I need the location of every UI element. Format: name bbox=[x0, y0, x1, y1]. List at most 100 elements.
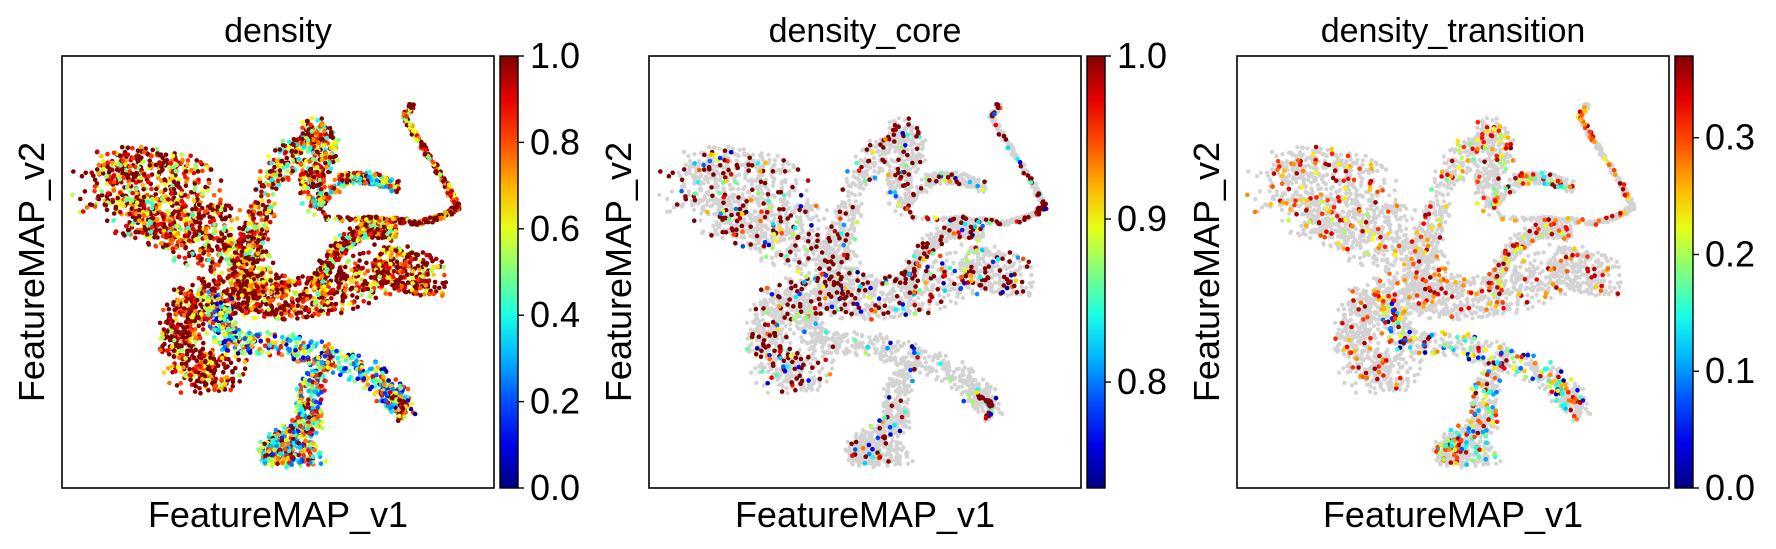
data-point bbox=[189, 167, 194, 173]
data-point bbox=[313, 131, 319, 136]
data-point bbox=[108, 180, 113, 185]
data-point bbox=[193, 384, 198, 389]
data-point bbox=[323, 160, 328, 166]
data-point bbox=[339, 247, 345, 252]
data-point bbox=[143, 228, 148, 233]
data-point bbox=[232, 250, 238, 255]
data-point bbox=[359, 364, 365, 370]
data-point bbox=[402, 414, 407, 420]
data-point bbox=[176, 212, 182, 218]
data-point bbox=[383, 398, 389, 404]
data-point bbox=[217, 200, 223, 206]
data-point bbox=[242, 336, 247, 342]
data-point bbox=[362, 286, 367, 292]
data-point bbox=[305, 401, 311, 407]
data-point bbox=[236, 301, 241, 307]
data-point bbox=[393, 228, 398, 234]
data-point bbox=[407, 122, 413, 127]
data-point bbox=[247, 330, 252, 336]
data-point bbox=[297, 434, 302, 440]
data-point bbox=[408, 105, 414, 110]
data-point bbox=[423, 147, 428, 153]
data-point bbox=[174, 197, 180, 203]
data-point bbox=[170, 246, 176, 251]
data-point bbox=[222, 307, 228, 312]
data-point bbox=[308, 122, 313, 128]
data-point bbox=[196, 202, 202, 208]
data-point bbox=[150, 147, 155, 153]
data-point bbox=[204, 164, 209, 170]
data-point bbox=[319, 273, 325, 279]
data-point bbox=[336, 280, 341, 286]
data-point bbox=[248, 204, 254, 209]
data-point bbox=[386, 266, 391, 271]
data-point bbox=[208, 267, 213, 273]
data-point bbox=[222, 382, 228, 387]
data-point bbox=[246, 221, 251, 226]
data-point bbox=[249, 271, 254, 277]
data-point bbox=[318, 461, 324, 467]
data-point bbox=[394, 189, 400, 195]
data-point bbox=[274, 294, 280, 299]
data-point bbox=[181, 365, 186, 370]
data-point bbox=[189, 190, 194, 195]
data-point bbox=[350, 293, 355, 298]
data-point bbox=[277, 172, 283, 178]
data-point bbox=[145, 152, 151, 157]
data-point bbox=[179, 152, 184, 158]
data-point bbox=[266, 199, 272, 204]
data-point bbox=[269, 452, 275, 458]
data-point bbox=[89, 202, 95, 208]
data-point bbox=[222, 344, 227, 350]
data-point bbox=[194, 158, 199, 163]
data-point bbox=[295, 303, 301, 309]
data-point bbox=[229, 241, 234, 246]
data-point bbox=[367, 386, 373, 392]
data-point bbox=[301, 381, 306, 386]
data-point bbox=[389, 409, 394, 415]
data-point bbox=[268, 278, 273, 283]
data-point bbox=[257, 346, 262, 352]
data-point bbox=[167, 312, 173, 318]
data-point bbox=[322, 354, 328, 359]
data-point bbox=[266, 307, 271, 312]
data-point bbox=[419, 274, 425, 279]
data-point bbox=[335, 355, 340, 361]
data-point bbox=[242, 274, 247, 280]
data-point bbox=[209, 248, 215, 253]
data-point bbox=[326, 263, 331, 268]
data-point bbox=[71, 169, 76, 174]
data-point bbox=[217, 340, 222, 345]
data-point bbox=[349, 267, 354, 273]
data-point bbox=[279, 280, 285, 285]
data-point bbox=[362, 271, 368, 276]
data-point bbox=[296, 156, 302, 162]
data-point bbox=[252, 290, 258, 296]
data-point bbox=[220, 325, 225, 330]
data-point bbox=[298, 162, 304, 167]
data-point bbox=[196, 211, 202, 217]
data-point bbox=[309, 339, 314, 344]
data-point bbox=[164, 157, 170, 163]
data-point bbox=[275, 283, 281, 288]
data-point bbox=[300, 131, 306, 136]
data-point bbox=[264, 174, 269, 179]
data-point bbox=[255, 265, 261, 271]
data-point bbox=[431, 291, 437, 297]
data-point bbox=[405, 386, 411, 392]
data-point bbox=[393, 390, 399, 396]
data-point bbox=[245, 298, 250, 304]
data-point bbox=[99, 189, 105, 194]
data-point bbox=[183, 183, 189, 189]
data-point bbox=[133, 229, 138, 235]
data-point bbox=[237, 244, 243, 249]
data-point bbox=[316, 282, 321, 288]
data-point bbox=[258, 231, 264, 237]
data-point bbox=[322, 344, 328, 349]
data-point bbox=[257, 176, 262, 181]
data-point bbox=[171, 287, 177, 293]
data-point bbox=[105, 191, 111, 196]
data-point bbox=[356, 353, 361, 359]
data-point bbox=[254, 225, 260, 230]
data-point bbox=[266, 182, 272, 188]
